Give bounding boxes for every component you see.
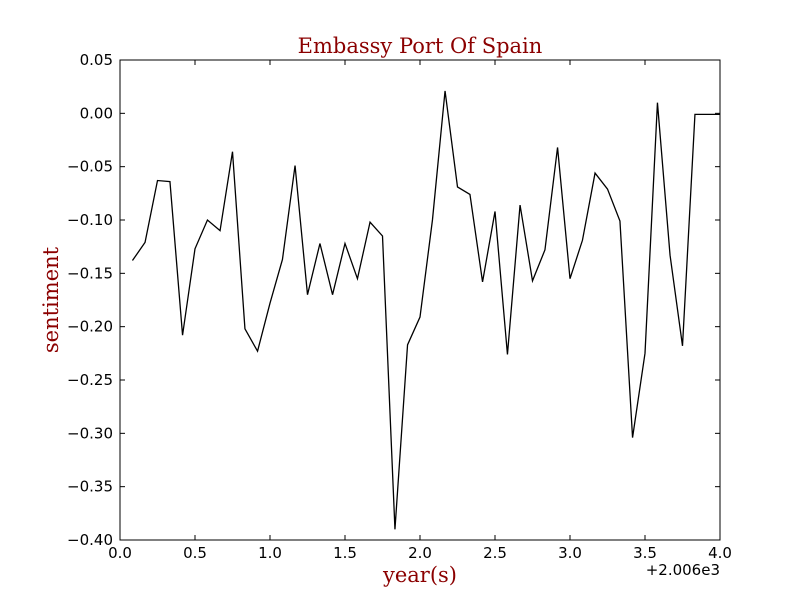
x-tick-label-7: 3.5 bbox=[633, 544, 657, 562]
x-offset-label: +2.006e3 bbox=[646, 561, 720, 579]
labels-layer: 0.0 0.5 1.0 1.5 2.0 2.5 3.0 3.5 4.0 0.05 0.00 −0.05… bbox=[67, 51, 732, 562]
y-tick-label-0: 0.05 bbox=[80, 51, 113, 69]
y-tick-label-6: −0.25 bbox=[67, 371, 113, 389]
series-layer bbox=[131, 90, 720, 530]
y-tick-label-9: −0.40 bbox=[67, 531, 113, 549]
y-tick-label-7: −0.30 bbox=[67, 424, 113, 442]
x-tick-label-6: 3.0 bbox=[558, 544, 582, 562]
x-tick-label-4: 2.0 bbox=[408, 544, 432, 562]
plot-area bbox=[120, 60, 720, 540]
x-tick-label-3: 1.5 bbox=[333, 544, 357, 562]
chart-title: Embassy Port Of Spain bbox=[298, 34, 543, 58]
series-line-0 bbox=[131, 90, 720, 530]
y-tick-label-4: −0.15 bbox=[67, 264, 113, 282]
y-axis-label: sentiment bbox=[39, 246, 63, 353]
x-tick-label-8: 4.0 bbox=[708, 544, 732, 562]
plot-frame bbox=[119, 59, 721, 541]
x-tick-label-2: 1.0 bbox=[258, 544, 282, 562]
x-tick-label-1: 0.5 bbox=[183, 544, 207, 562]
y-tick-label-1: 0.00 bbox=[80, 104, 113, 122]
y-tick-label-5: −0.20 bbox=[67, 318, 113, 336]
x-tick-label-0: 0.0 bbox=[108, 544, 132, 562]
x-axis-label: year(s) bbox=[382, 563, 457, 587]
x-tick-label-5: 2.5 bbox=[483, 544, 507, 562]
y-tick-label-2: −0.05 bbox=[67, 158, 113, 176]
y-tick-label-3: −0.10 bbox=[67, 211, 113, 229]
y-tick-label-8: −0.35 bbox=[67, 478, 113, 496]
